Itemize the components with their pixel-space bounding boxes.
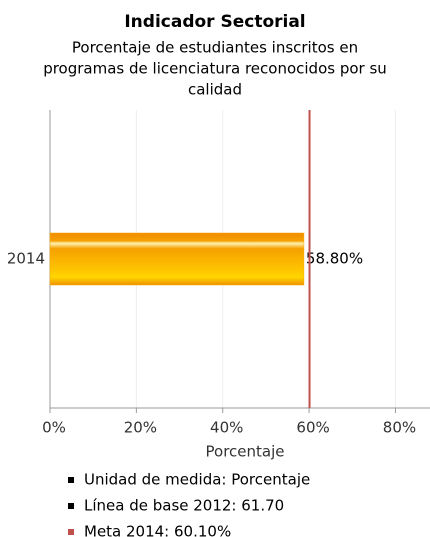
subtitle: programas de licenciatura reconocidos po… (43, 60, 387, 78)
x-tick-label: 60% (296, 419, 329, 437)
legend-text: Unidad de medida: Porcentaje (84, 471, 310, 489)
legend-text: Línea de base 2012: 61.70 (84, 497, 284, 515)
x-tick-label: 40% (210, 419, 243, 437)
y-tick-label: 2014 (7, 250, 45, 268)
x-tick-label: 20% (124, 419, 157, 437)
subtitle: Porcentaje de estudiantes inscritos en (72, 39, 358, 57)
x-tick-label: 80% (383, 419, 416, 437)
subtitle: calidad (188, 81, 242, 99)
legend-marker (68, 477, 74, 483)
data-label: 58.80% (306, 250, 363, 268)
legend-marker (68, 529, 74, 535)
chart-title: Indicador Sectorial (124, 12, 305, 32)
x-tick-label: 0% (42, 419, 66, 437)
bar (49, 232, 305, 286)
legend-text: Meta 2014: 60.10% (84, 523, 231, 537)
legend-marker (68, 503, 74, 509)
x-axis-label: Porcentaje (206, 443, 285, 461)
